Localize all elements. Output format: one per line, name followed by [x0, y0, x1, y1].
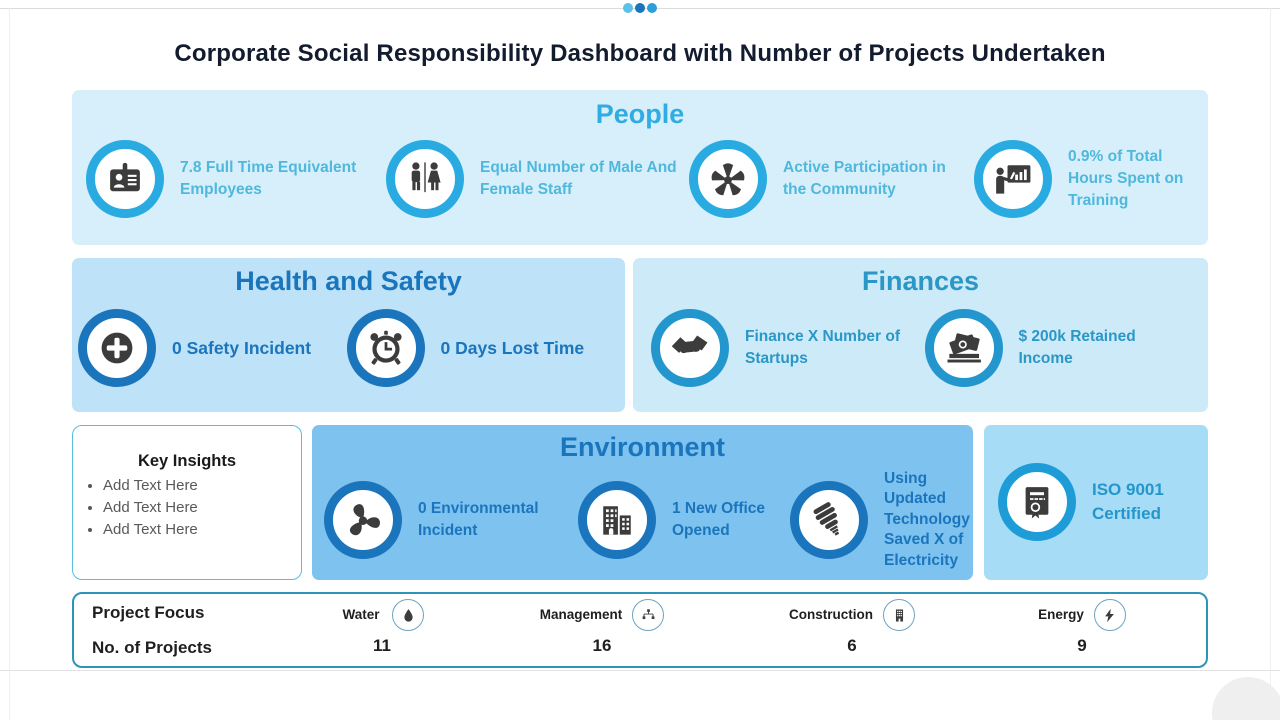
dot-light-blue — [623, 3, 633, 13]
iso-panel: ISO 9001 Certified — [984, 425, 1208, 580]
people-item-training: 0.9% of Total Hours Spent on Training — [974, 140, 1190, 218]
people-heading: People — [595, 99, 685, 129]
cfl-bulb-icon — [790, 481, 868, 560]
people-item-label: 0.9% of Total Hours Spent on Training — [1068, 148, 1184, 209]
finances-heading: Finances — [861, 266, 980, 296]
key-insights-box: Key Insights Add Text Here Add Text Here… — [72, 425, 302, 580]
env-item-label: Using Updated Technology Saved X of Elec… — [884, 470, 970, 569]
env-item-office: 1 New Office Opened — [578, 481, 790, 560]
health-safety-heading: Health and Safety — [235, 266, 462, 296]
key-insights-heading: Key Insights — [137, 452, 237, 470]
health-safety-panel: Health and Safety 0 Safety Incident — [72, 258, 625, 412]
medical-plus-icon — [78, 309, 156, 387]
fin-item-retained-income: $ 200k Retained Income — [924, 309, 1199, 387]
focus-label: Construction — [789, 607, 873, 623]
table-row2-label: No. of Projects — [92, 638, 212, 657]
id-badge-icon — [86, 140, 164, 218]
lightning-icon — [1093, 599, 1126, 631]
people-item-label: 7.8 Full Time Equivalent Employees — [180, 159, 357, 198]
left-edge-line — [9, 8, 10, 720]
finances-panel: Finances Finance X Number of Startups — [633, 258, 1208, 412]
projects-table: Project Focus No. of Projects Water 11 M… — [72, 592, 1208, 668]
building-icon — [883, 599, 915, 631]
key-insight-item: Add Text Here — [103, 519, 301, 541]
iso-item: ISO 9001 Certified — [984, 425, 1208, 541]
right-edge-line — [1270, 8, 1271, 720]
money-icon — [924, 309, 1003, 387]
projects-count: 6 — [847, 636, 857, 655]
hs-item-label: 0 Days Lost Time — [440, 337, 585, 358]
key-insight-item: Add Text Here — [103, 475, 301, 497]
handshake-icon — [651, 309, 729, 387]
community-hands-icon — [689, 140, 767, 218]
hs-item-days-lost: 0 Days Lost Time — [346, 309, 616, 387]
env-item-technology: Using Updated Technology Saved X of Elec… — [790, 469, 980, 571]
fan-icon — [324, 481, 402, 560]
hs-item-safety-incident: 0 Safety Incident — [78, 309, 347, 387]
dot-medium-blue — [647, 3, 657, 13]
people-panel: People 7.8 Full Time Equivalent Employee… — [72, 90, 1208, 245]
corner-circle-decoration — [1212, 677, 1280, 720]
iso-label: ISO 9001 Certified — [1092, 480, 1164, 523]
focus-label: Energy — [1038, 607, 1084, 623]
people-item-label: Active Participation in the Community — [783, 159, 946, 198]
people-item-gender: Equal Number of Male And Female Staff — [386, 140, 688, 218]
env-item-label: 0 Environmental Incident — [418, 500, 539, 540]
projects-count: 16 — [592, 636, 612, 655]
key-insights-list: Add Text Here Add Text Here Add Text Her… — [73, 475, 301, 541]
fin-item-startups: Finance X Number of Startups — [651, 309, 925, 387]
projects-count: 9 — [1077, 636, 1087, 655]
water-drop-icon — [392, 599, 424, 631]
focus-label: Management — [539, 607, 623, 623]
office-building-icon — [578, 481, 656, 560]
header-dots — [623, 3, 657, 13]
key-insight-item: Add Text Here — [103, 497, 301, 519]
male-female-icon — [386, 140, 464, 218]
env-item-incident: 0 Environmental Incident — [324, 481, 578, 560]
people-item-label: Equal Number of Male And Female Staff — [480, 159, 677, 198]
environment-heading: Environment — [559, 432, 726, 462]
focus-label: Water — [342, 607, 380, 623]
fin-item-label: $ 200k Retained Income — [1018, 328, 1136, 367]
training-presentation-icon — [974, 140, 1052, 218]
env-item-label: 1 New Office Opened — [672, 500, 766, 540]
fin-item-label: Finance X Number of Startups — [745, 328, 901, 367]
alarm-clock-icon — [346, 309, 425, 387]
people-item-employees: 7.8 Full Time Equivalent Employees — [86, 140, 385, 218]
environment-panel: Environment 0 Environmental Incident — [312, 425, 973, 580]
page-title: Corporate Social Responsibility Dashboar… — [174, 40, 1106, 68]
dot-dark-blue — [635, 3, 645, 13]
bottom-divider — [0, 670, 1280, 671]
projects-count: 11 — [373, 636, 391, 655]
certificate-icon — [998, 463, 1076, 541]
people-item-community: Active Participation in the Community — [689, 140, 973, 218]
hs-item-label: 0 Safety Incident — [172, 337, 312, 358]
sitemap-icon — [632, 599, 665, 631]
table-row1-label: Project Focus — [92, 603, 205, 622]
